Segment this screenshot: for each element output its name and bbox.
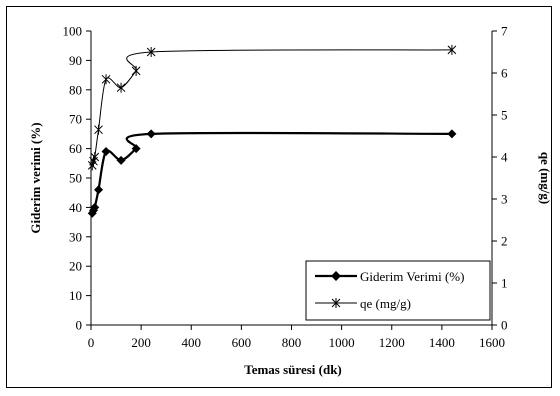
x-tick-label: 1200	[379, 335, 405, 350]
data-point-giderim	[101, 147, 111, 157]
legend-asterisk-marker	[331, 298, 341, 308]
y2-tick-label: 3	[501, 192, 508, 207]
data-point-qe	[131, 65, 141, 76]
legend: Giderim Verimi (%) qe (mg/g)	[305, 260, 491, 321]
series-line-giderim	[91, 131, 452, 214]
y2-tick-label: 0	[501, 318, 508, 333]
y-tick-label: 40	[69, 200, 82, 215]
series-line-qe	[91, 49, 452, 166]
y-tick-label: 100	[63, 24, 83, 39]
y2-tick-label: 1	[501, 276, 508, 291]
y-tick-label: 50	[69, 171, 82, 186]
y-tick-label: 80	[69, 82, 82, 97]
y-tick-label: 10	[69, 288, 82, 303]
data-point-qe	[94, 124, 103, 135]
x-tick-label: 1400	[429, 335, 455, 350]
data-point-giderim	[131, 144, 141, 154]
y-tick-label: 20	[69, 259, 82, 274]
legend-box	[305, 260, 491, 321]
data-point-qe	[447, 44, 457, 55]
y-tick-label: 30	[69, 229, 82, 244]
data-point-giderim	[146, 129, 156, 139]
y-tick-label: 0	[76, 318, 83, 333]
data-point-qe	[90, 152, 100, 162]
data-point-qe	[116, 82, 126, 93]
data-point-qe	[146, 47, 156, 57]
data-point-qe	[101, 74, 111, 85]
y2-tick-label: 7	[501, 24, 508, 39]
y-axis-title: Giderim verimi (%)	[28, 122, 43, 233]
y-tick-label: 90	[69, 53, 82, 68]
data-point-giderim	[447, 129, 457, 139]
y2-tick-label: 6	[501, 66, 508, 81]
legend-diamond-marker	[331, 271, 341, 281]
x-tick-label: 400	[182, 335, 202, 350]
x-tick-label: 600	[232, 335, 252, 350]
data-point-giderim	[90, 202, 100, 212]
x-tick-label: 200	[131, 335, 151, 350]
data-point-giderim	[116, 155, 126, 165]
x-tick-label: 0	[88, 335, 95, 350]
legend-label-qe: qe (mg/g)	[360, 296, 411, 311]
x-tick-label: 1000	[329, 335, 355, 350]
y2-axis-title: qe (mg/g)	[538, 152, 553, 204]
y2-tick-label: 4	[501, 150, 508, 165]
y-tick-label: 60	[69, 141, 82, 156]
y2-tick-label: 2	[501, 234, 508, 249]
y-tick-label: 70	[69, 112, 82, 127]
x-axis-title: Temas süresi (dk)	[244, 362, 342, 377]
x-tick-label: 800	[282, 335, 302, 350]
legend-label-giderim: Giderim Verimi (%)	[360, 269, 464, 284]
x-tick-label: 1600	[479, 335, 505, 350]
y2-tick-label: 5	[501, 108, 508, 123]
data-point-giderim	[94, 185, 104, 195]
